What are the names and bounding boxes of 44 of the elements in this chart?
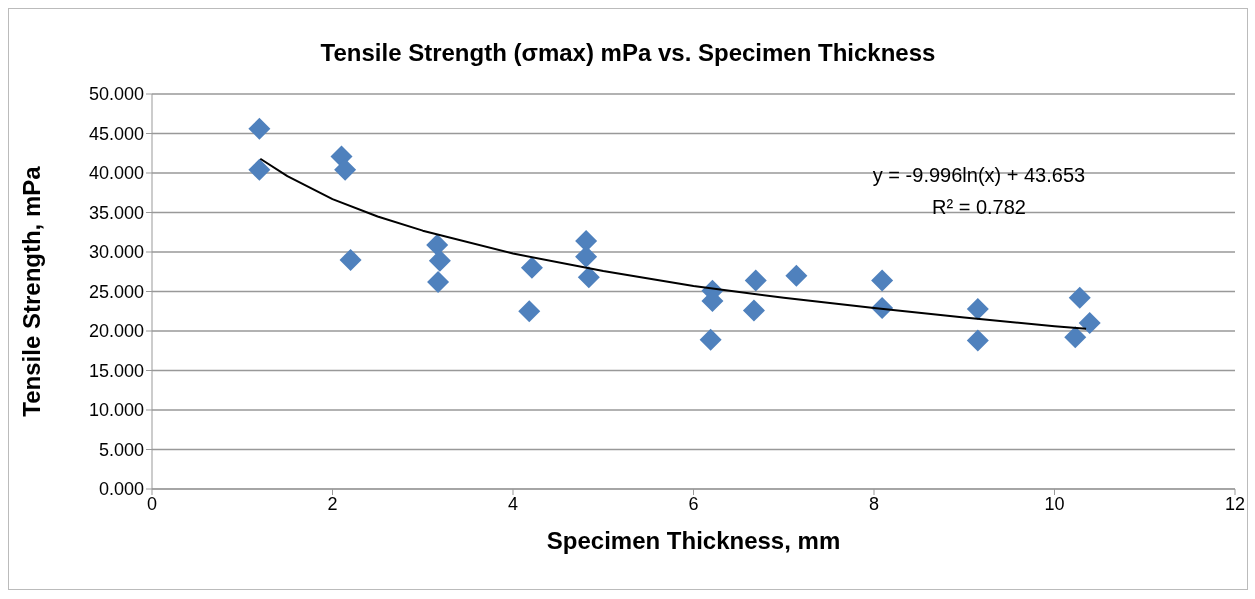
y-axis-title: Tensile Strength, mPa [17, 165, 45, 417]
x-tick-label: 12 [1224, 493, 1246, 514]
y-tick-label: 10.000 [88, 400, 144, 421]
point [575, 229, 598, 252]
x-tick-label: 4 [507, 493, 519, 514]
y-tick-label: 5.000 [98, 439, 144, 460]
x-tick-label: 2 [327, 493, 338, 514]
point [518, 300, 541, 323]
point [339, 248, 362, 271]
point [1064, 326, 1087, 349]
y-tick-label: 40.000 [88, 163, 144, 184]
y-tick-label: 35.000 [88, 202, 144, 223]
point [699, 328, 722, 351]
y-tick-label: 0.000 [98, 479, 144, 500]
y-tick-label: 50.000 [88, 84, 144, 105]
y-tick-label: 20.000 [88, 321, 144, 342]
x-axis-title: Specimen Thickness, mm [546, 527, 841, 554]
annotation: R² = 0.782 [931, 196, 1027, 219]
point [1068, 286, 1091, 309]
y-tick-label: 15.000 [88, 360, 144, 381]
point [871, 269, 894, 292]
point [334, 158, 357, 181]
x-tick-label: 6 [688, 493, 699, 514]
y-tick-label: 45.000 [88, 123, 144, 144]
point [426, 233, 449, 256]
point [966, 297, 989, 320]
point [428, 249, 451, 272]
chart-title: Tensile Strength (σmax) mPa vs. Specimen Thickness [319, 39, 937, 67]
y-tick-label: 30.000 [88, 242, 144, 263]
point [744, 269, 767, 292]
point [248, 117, 271, 140]
point [966, 329, 989, 352]
annotation: y = -9.996ln(x) + 43.653 [871, 164, 1087, 187]
point [785, 264, 808, 287]
point [577, 266, 600, 289]
point [520, 256, 543, 279]
point [742, 299, 765, 322]
x-tick-label: 0 [146, 493, 158, 514]
x-tick-label: 10 [1044, 493, 1065, 514]
point [1078, 312, 1101, 335]
y-tick-label: 25.000 [88, 281, 144, 302]
point [248, 158, 271, 181]
x-tick-label: 8 [868, 493, 880, 514]
point [427, 271, 450, 294]
